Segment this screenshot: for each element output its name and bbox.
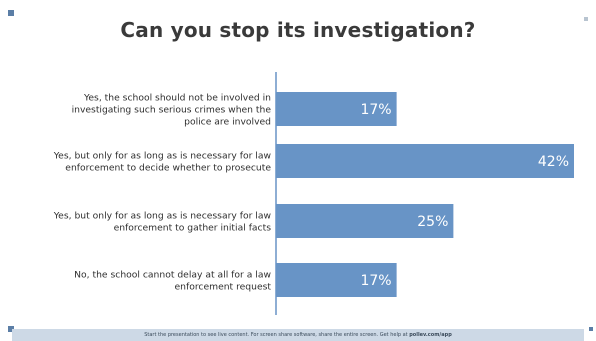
bar-value-label-1: 17% — [360, 102, 391, 118]
category-label-3: Yes, but only for as long as is necessar… — [53, 211, 272, 234]
corner-mark-bottom-right — [589, 327, 593, 331]
footer-bar: Start the presentation to see live conte… — [12, 329, 584, 341]
bar-value-label-3: 25% — [417, 214, 448, 230]
page-title: Can you stop its investigation? — [120, 18, 476, 42]
footer-text: Start the presentation to see live conte… — [144, 332, 408, 338]
category-label-1: Yes, the school should not be involved i… — [72, 93, 272, 128]
bar-value-label-4: 17% — [360, 273, 391, 289]
bar-4 — [276, 263, 397, 297]
bar-1 — [276, 92, 397, 126]
footer-link[interactable]: pollev.com/app — [409, 332, 452, 338]
corner-mark-bottom-left — [8, 326, 14, 332]
corner-mark-top-left — [8, 10, 14, 16]
bar-value-label-2: 42% — [538, 154, 569, 170]
category-label-2: Yes, but only for as long as is necessar… — [53, 151, 272, 174]
category-label-4: No, the school cannot delay at all for a… — [74, 270, 271, 293]
bar-3 — [276, 204, 454, 238]
bar-2 — [276, 144, 574, 178]
corner-mark-top-right — [584, 17, 588, 21]
